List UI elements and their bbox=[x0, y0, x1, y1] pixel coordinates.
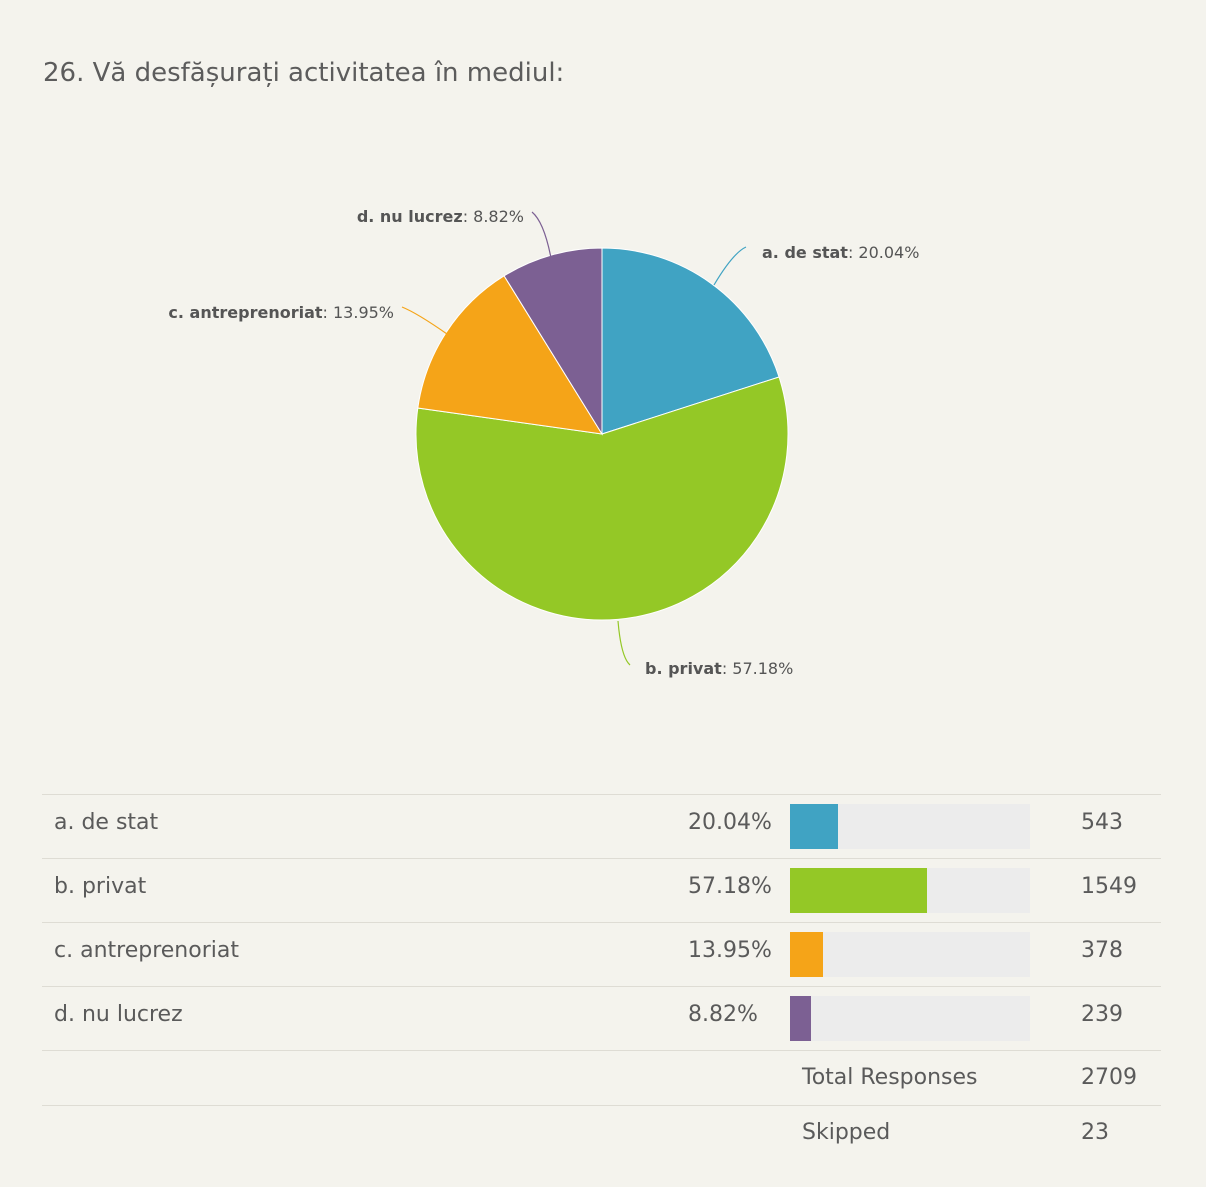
answer-percent: 8.82% bbox=[688, 1002, 758, 1027]
answer-label: b. privat bbox=[54, 874, 147, 899]
pie-chart: a. de stat: 20.04% b. privat: 57.18% c. an… bbox=[168, 207, 919, 678]
answer-bar-track bbox=[790, 932, 1030, 977]
answer-bar-fill bbox=[790, 804, 839, 849]
skipped-label: Skipped bbox=[802, 1120, 891, 1145]
answer-bar-track bbox=[790, 868, 1030, 913]
pie-leader-line bbox=[531, 211, 552, 259]
answer-label: c. antreprenoriat bbox=[54, 938, 239, 963]
answer-label: d. nu lucrez bbox=[54, 1002, 183, 1027]
table-row: c. antreprenoriat 13.95% 378 bbox=[42, 922, 1161, 986]
answer-count: 543 bbox=[1081, 810, 1123, 835]
pie-slice bbox=[415, 376, 789, 621]
answer-bar-track bbox=[790, 996, 1030, 1041]
answer-bar-track bbox=[790, 804, 1030, 849]
pie-slice-label: a. de stat: 20.04% bbox=[762, 243, 919, 262]
answer-bar-fill bbox=[790, 868, 928, 913]
answer-count: 378 bbox=[1081, 938, 1123, 963]
answer-percent: 20.04% bbox=[688, 810, 772, 835]
pie-slice-label: d. nu lucrez: 8.82% bbox=[357, 207, 524, 226]
answer-bar-fill bbox=[790, 932, 824, 977]
table-row: d. nu lucrez 8.82% 239 bbox=[42, 986, 1161, 1050]
skipped-value: 23 bbox=[1081, 1120, 1109, 1145]
pie-slice bbox=[417, 275, 603, 435]
answer-label: a. de stat bbox=[54, 810, 159, 835]
table-row: a. de stat 20.04% 543 bbox=[42, 794, 1161, 858]
pie-slice-label: b. privat: 57.18% bbox=[645, 659, 793, 678]
answer-count: 1549 bbox=[1081, 874, 1137, 899]
skipped-row: Skipped 23 bbox=[42, 1105, 1161, 1160]
table-row: b. privat 57.18% 1549 bbox=[42, 858, 1161, 922]
total-responses-row: Total Responses 2709 bbox=[42, 1050, 1161, 1105]
results-table: a. de stat 20.04% 543 b. privat 57.18% 1… bbox=[42, 794, 1161, 1160]
pie-leader-line bbox=[401, 306, 448, 335]
pie-slice-label: c. antreprenoriat: 13.95% bbox=[168, 303, 394, 322]
answer-percent: 13.95% bbox=[688, 938, 772, 963]
pie-slice bbox=[601, 247, 780, 435]
question-title: 26. Vă desfășurați activitatea în mediul… bbox=[43, 58, 565, 88]
pie-leader-line bbox=[617, 620, 631, 666]
total-responses-label: Total Responses bbox=[802, 1065, 978, 1090]
pie-leader-line bbox=[713, 246, 747, 286]
pie-slice bbox=[503, 247, 603, 436]
answer-count: 239 bbox=[1081, 1002, 1123, 1027]
answer-bar-fill bbox=[790, 996, 812, 1041]
total-responses-value: 2709 bbox=[1081, 1065, 1137, 1090]
answer-percent: 57.18% bbox=[688, 874, 772, 899]
